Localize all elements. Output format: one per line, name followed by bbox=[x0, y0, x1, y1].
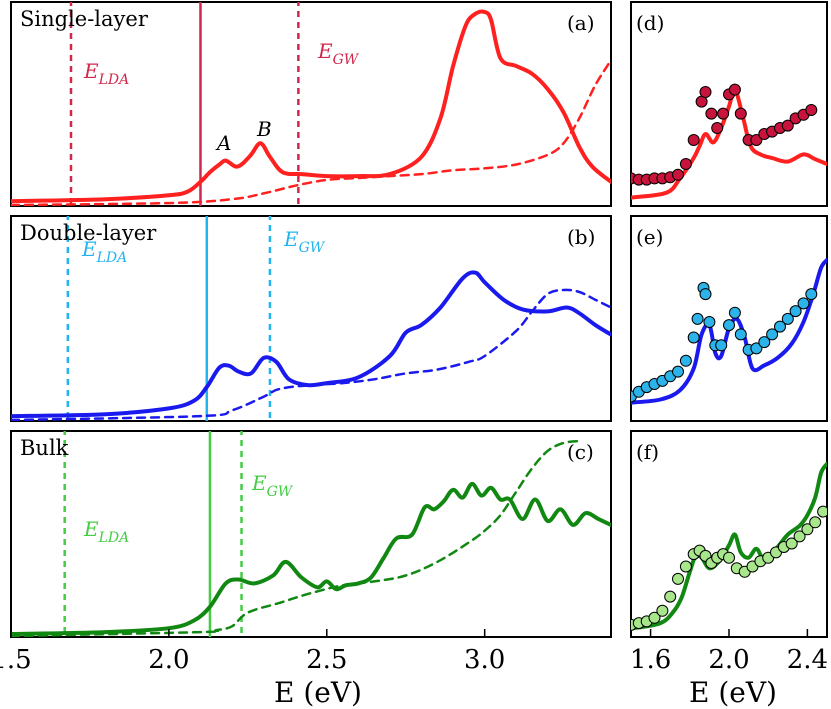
panel-e-data-point bbox=[734, 328, 747, 341]
panel-c-elda-annotation: ELDA bbox=[83, 517, 129, 546]
panel-e-data-point bbox=[703, 316, 716, 328]
panel-a-series-solid bbox=[11, 9, 611, 204]
panel-c-frame bbox=[10, 430, 612, 638]
panel-f-data-point bbox=[664, 590, 677, 603]
panel-b-label: (b) bbox=[567, 225, 595, 249]
panel-a-egw-annotation: EGW bbox=[317, 39, 360, 68]
panel-a-label: (a) bbox=[567, 11, 595, 35]
panel-d-data-point bbox=[679, 158, 692, 170]
panel-d-data-point bbox=[781, 119, 794, 132]
panel-d-data-point bbox=[687, 134, 700, 146]
panel-a-title: Single-layer bbox=[20, 7, 149, 31]
panel-c: Bulk (c) ELDA EGW bbox=[10, 430, 612, 638]
panel-e-data-point bbox=[781, 312, 794, 325]
panel-f-theory-line bbox=[631, 461, 827, 631]
panel-e-data-point bbox=[691, 312, 704, 325]
panel-d: (d) bbox=[630, 1, 828, 207]
panel-c-title: Bulk bbox=[20, 436, 69, 460]
panel-e-data-point bbox=[797, 297, 810, 310]
panel-e-data-point bbox=[687, 331, 700, 344]
panel-d-data-point bbox=[672, 168, 684, 181]
panel-f-data-point bbox=[723, 551, 735, 564]
panel-d-data-point bbox=[699, 86, 712, 98]
panel-e-data-point bbox=[699, 288, 712, 301]
main-x-axis-label: E (eV) bbox=[274, 676, 362, 709]
panel-b-plot bbox=[11, 216, 611, 421]
main-x-tick-label: 2.0 bbox=[148, 645, 189, 675]
panel-f-data-point bbox=[785, 537, 798, 550]
panel-e-data-point bbox=[758, 336, 771, 349]
panel-e-frame bbox=[630, 215, 828, 422]
panel-e: (e) bbox=[630, 215, 828, 422]
panel-c-series-dashed bbox=[11, 439, 581, 637]
panel-f: (f) bbox=[630, 430, 828, 638]
panel-c-egw-annotation: EGW bbox=[251, 471, 294, 500]
panel-d-data-point bbox=[705, 107, 718, 120]
panel-e-data-point bbox=[750, 342, 763, 355]
panel-e-data-point bbox=[715, 339, 728, 352]
panel-d-label: (d) bbox=[636, 11, 664, 35]
side-x-tick-label: 2.4 bbox=[787, 645, 828, 675]
panel-f-data-point bbox=[801, 523, 814, 536]
panel-d-data-point bbox=[711, 122, 724, 134]
panel-e-plot bbox=[631, 258, 827, 405]
panel-b-series-solid bbox=[11, 270, 611, 419]
panel-f-data-point bbox=[672, 572, 684, 585]
panel-b-title: Double-layer bbox=[20, 221, 157, 245]
panel-e-theory-line bbox=[631, 258, 827, 405]
main-x-tick-label: 1.5 bbox=[0, 645, 32, 675]
panel-d-plot bbox=[631, 83, 827, 200]
panel-d-frame bbox=[630, 1, 828, 207]
side-x-tick-label: 2.0 bbox=[708, 645, 749, 675]
panel-e-data-point bbox=[766, 328, 779, 341]
panel-d-data-point bbox=[750, 134, 763, 146]
panel-e-data-point bbox=[774, 320, 786, 333]
panel-f-data-point bbox=[656, 604, 669, 617]
panel-b: Double-layer (b) ELDA EGW bbox=[10, 215, 612, 422]
panel-d-data-point bbox=[734, 107, 747, 120]
panel-e-data-point bbox=[728, 306, 741, 319]
side-x-axis-label: E (eV) bbox=[689, 676, 777, 709]
panel-f-data-point bbox=[679, 560, 692, 573]
panel-a-plot bbox=[11, 2, 611, 206]
panel-f-data-point bbox=[648, 611, 661, 624]
panel-f-data-point bbox=[793, 530, 806, 543]
panel-f-data-point bbox=[809, 516, 822, 529]
panel-c-plot bbox=[11, 431, 611, 637]
panel-b-egw-annotation: EGW bbox=[283, 227, 326, 256]
panel-e-data-point bbox=[723, 319, 735, 332]
panel-c-series-solid bbox=[11, 481, 611, 636]
main-x-axis-ticks: 1.5 2.0 2.5 3.0 bbox=[0, 629, 505, 675]
main-x-tick-label: 2.5 bbox=[306, 645, 347, 675]
panel-a: Single-layer (a) ELDA EGW A B bbox=[10, 1, 612, 207]
peak-a-label: A bbox=[215, 131, 231, 155]
panel-b-series-dashed bbox=[11, 288, 611, 421]
side-x-axis-ticks: 1.6 2.0 2.4 bbox=[630, 629, 828, 675]
panel-e-data-point bbox=[679, 354, 692, 367]
peak-b-label: B bbox=[256, 117, 272, 141]
panel-e-data-point bbox=[789, 305, 802, 318]
main-x-tick-label: 3.0 bbox=[464, 645, 505, 675]
panel-f-plot bbox=[631, 461, 827, 631]
panel-d-data-point bbox=[805, 104, 818, 116]
panel-f-label: (f) bbox=[636, 440, 659, 464]
panel-c-label: (c) bbox=[567, 440, 594, 464]
panel-a-frame bbox=[10, 1, 612, 207]
panel-e-data-point bbox=[672, 365, 684, 378]
panel-e-data-point bbox=[805, 288, 818, 301]
panel-a-elda-annotation: ELDA bbox=[83, 59, 129, 88]
panel-f-data-point bbox=[817, 505, 827, 518]
panel-e-label: (e) bbox=[636, 225, 663, 249]
panel-a-series-dashed bbox=[11, 59, 611, 206]
panel-b-frame bbox=[10, 215, 612, 422]
side-x-tick-label: 1.6 bbox=[630, 645, 671, 675]
panel-d-data-point bbox=[717, 107, 730, 120]
panel-b-elda-annotation: ELDA bbox=[81, 237, 127, 266]
panel-d-data-point bbox=[728, 83, 741, 96]
